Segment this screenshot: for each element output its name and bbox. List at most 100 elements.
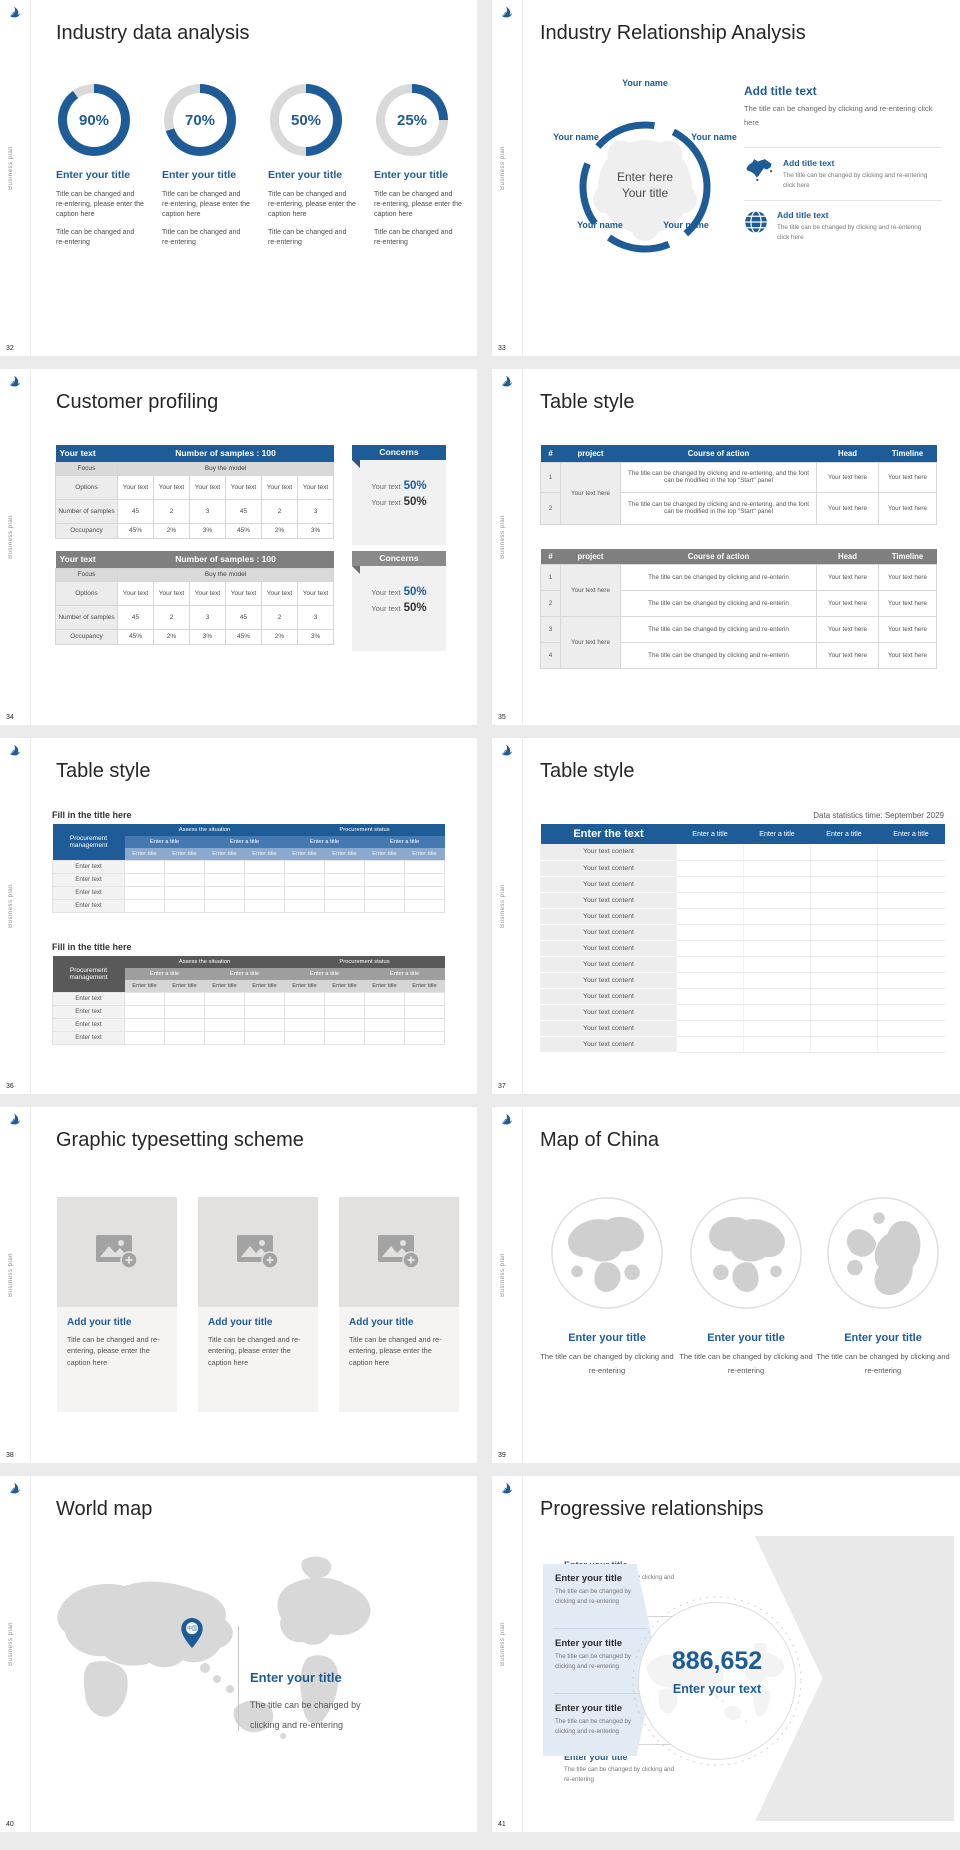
table-row: Your text content — [540, 956, 945, 973]
brand-logo-icon — [9, 1482, 21, 1494]
table-row: Enter text — [52, 859, 446, 874]
slide-thumbnail-36[interactable]: Business plan 36 Table style Fill in the… — [0, 738, 477, 1094]
brand-vertical-text: Business plan — [8, 1622, 14, 1666]
table-row: Enter text — [52, 991, 446, 1006]
relationship-diagram — [579, 121, 711, 253]
brand-vertical-text: Business plan — [500, 1253, 506, 1297]
table-row: Your text content — [540, 1020, 945, 1037]
table-row: Enter text — [52, 872, 446, 887]
section-title: Fill in the title here — [52, 942, 132, 952]
donut-block-3: 50% Enter your title Title can be change… — [268, 84, 364, 248]
table-header-row: Enter title Enter title Enter title Enter t… — [53, 980, 445, 992]
table-header-row: Enter a title Enter a title Enter a title E… — [53, 968, 445, 980]
donut-title: Enter your title — [374, 169, 449, 181]
list-item: Add title text The title can be changed … — [744, 158, 933, 191]
section-title: Add title text — [744, 84, 817, 98]
slide-thumbnail-40[interactable]: Business plan 40 World map 中国 Enter your… — [0, 1476, 477, 1832]
slide-number: 39 — [498, 1452, 506, 1459]
statistic-label: Enter your text — [672, 1682, 762, 1696]
slide-thumbnail-37[interactable]: Business plan 37 Table style Data statis… — [492, 738, 960, 1094]
concerns-box-blue: Concerns Your text 50% Your text 50% — [352, 445, 446, 545]
slide-title: Customer profiling — [56, 391, 219, 413]
slide-title: Table style — [56, 760, 151, 782]
globe-image — [809, 1179, 957, 1327]
card-caption: Title can be changed and re-entering, pl… — [67, 1335, 160, 1367]
dashed-ring-decoration — [632, 1596, 802, 1766]
procurement-table-gray: Procurement management Assess the situati… — [52, 956, 446, 1045]
slide-thumbnail-38[interactable]: Business plan 38 Graphic typesetting sch… — [0, 1107, 477, 1463]
table-row: 4 The title can be changed by clicking an… — [540, 641, 937, 669]
globe-title: Enter your title — [707, 1332, 785, 1344]
globe-icon — [745, 210, 767, 234]
globe-title: Enter your title — [568, 1332, 646, 1344]
card-title: Add your title — [67, 1317, 132, 1328]
donut-block-1: 90% Enter your title Title can be change… — [56, 84, 152, 248]
card-title: Add your title — [349, 1317, 414, 1328]
table-row: Your text content — [540, 876, 945, 893]
table-header-row: Procurement management Assess the situati… — [52, 824, 445, 860]
slide-thumbnail-35[interactable]: Business plan 35 Table style # project Cou… — [492, 369, 960, 725]
list-item-title: Add title text — [783, 158, 835, 168]
diagram-node-label: Your name — [622, 78, 668, 88]
diagram-node-label: Your name — [577, 220, 623, 230]
donut-title: Enter your title — [268, 169, 343, 181]
donut-chart-70: 70% — [164, 84, 236, 156]
statistic-circle: 886,652 Enter your text — [638, 1602, 796, 1760]
table-header-row: # project Course of action Head Timeline — [540, 445, 937, 462]
brand-logo-icon — [501, 375, 513, 387]
slide-thumbnail-41[interactable]: Business plan 41 Progressive relationshi… — [492, 1476, 960, 1832]
slide-thumbnail-34[interactable]: Business plan 34 Customer profiling Your… — [0, 369, 477, 725]
slide-title: Progressive relationships — [540, 1498, 764, 1520]
slide-left-divider — [30, 369, 31, 725]
brand-logo-icon — [501, 6, 513, 18]
brand-logo-icon — [9, 744, 21, 756]
action-table-gray: # project Course of action Head Timeline 1 Yo… — [540, 549, 937, 669]
slide-left-divider — [30, 0, 31, 356]
donut-chart-50: 50% — [270, 84, 342, 156]
table-row: Occupancy 45% 2% 3% 45% 2% 3% — [55, 628, 335, 645]
diagram-node-label: Your name — [691, 132, 737, 142]
image-card: Add your title Title can be changed and r… — [198, 1197, 318, 1412]
slide-thumbnail-32[interactable]: Business plan 32 Industry data analysis … — [0, 0, 477, 356]
donut-caption: Title can be changed and re-entering, pl… — [268, 191, 356, 218]
donut-title: Enter your title — [56, 169, 131, 181]
table-row: Your text content — [540, 988, 945, 1005]
table-row: Your text content — [540, 940, 945, 957]
slide-left-divider — [522, 738, 523, 1094]
slide-title: Table style — [540, 760, 635, 782]
donut-caption: Title can be changed and re-entering, pl… — [162, 191, 250, 218]
brand-vertical-text: Business plan — [8, 515, 14, 559]
concern-row: Your text 50% — [371, 496, 427, 508]
table-row: Your text content — [540, 1004, 945, 1021]
globe-caption: The title can be changed by clicking and… — [816, 1352, 950, 1376]
statistic-value: 886,652 — [671, 1647, 763, 1675]
donut-chart-90: 90% — [58, 84, 130, 156]
concerns-header: Concerns — [352, 551, 446, 574]
table-row: Your text content — [540, 972, 945, 989]
add-image-icon — [378, 1235, 420, 1269]
globe-caption: The title can be changed by clicking and… — [679, 1352, 813, 1376]
concerns-box-gray: Concerns Your text 50% Your text 50% — [352, 551, 446, 651]
slide-thumbnail-33[interactable]: Business plan 33 Industry Relationship A… — [492, 0, 960, 356]
slide-left-divider — [30, 738, 31, 1094]
donut-title: Enter your title — [162, 169, 237, 181]
slide-number: 35 — [498, 714, 506, 721]
card-caption: Title can be changed and re-entering, pl… — [349, 1335, 442, 1367]
brand-vertical-text: Business plan — [500, 515, 506, 559]
divider — [553, 1693, 647, 1694]
globe-block: Enter your title The title can be change… — [808, 1179, 958, 1379]
concerns-header: Concerns — [352, 445, 446, 468]
slide-number: 32 — [6, 345, 14, 352]
table-header-row: Enter title Enter title Enter title Enter t… — [53, 848, 445, 860]
table-row: 1 Your text here The title can be changed … — [540, 461, 937, 525]
globe-block: Enter your title The title can be change… — [671, 1195, 821, 1379]
brand-vertical-text: Business plan — [500, 1622, 506, 1666]
table-row: Focus Buy the model — [55, 567, 335, 582]
slide-left-divider — [522, 0, 523, 356]
slide-thumbnail-39[interactable]: Business plan 39 Map of China Enter your… — [492, 1107, 960, 1463]
